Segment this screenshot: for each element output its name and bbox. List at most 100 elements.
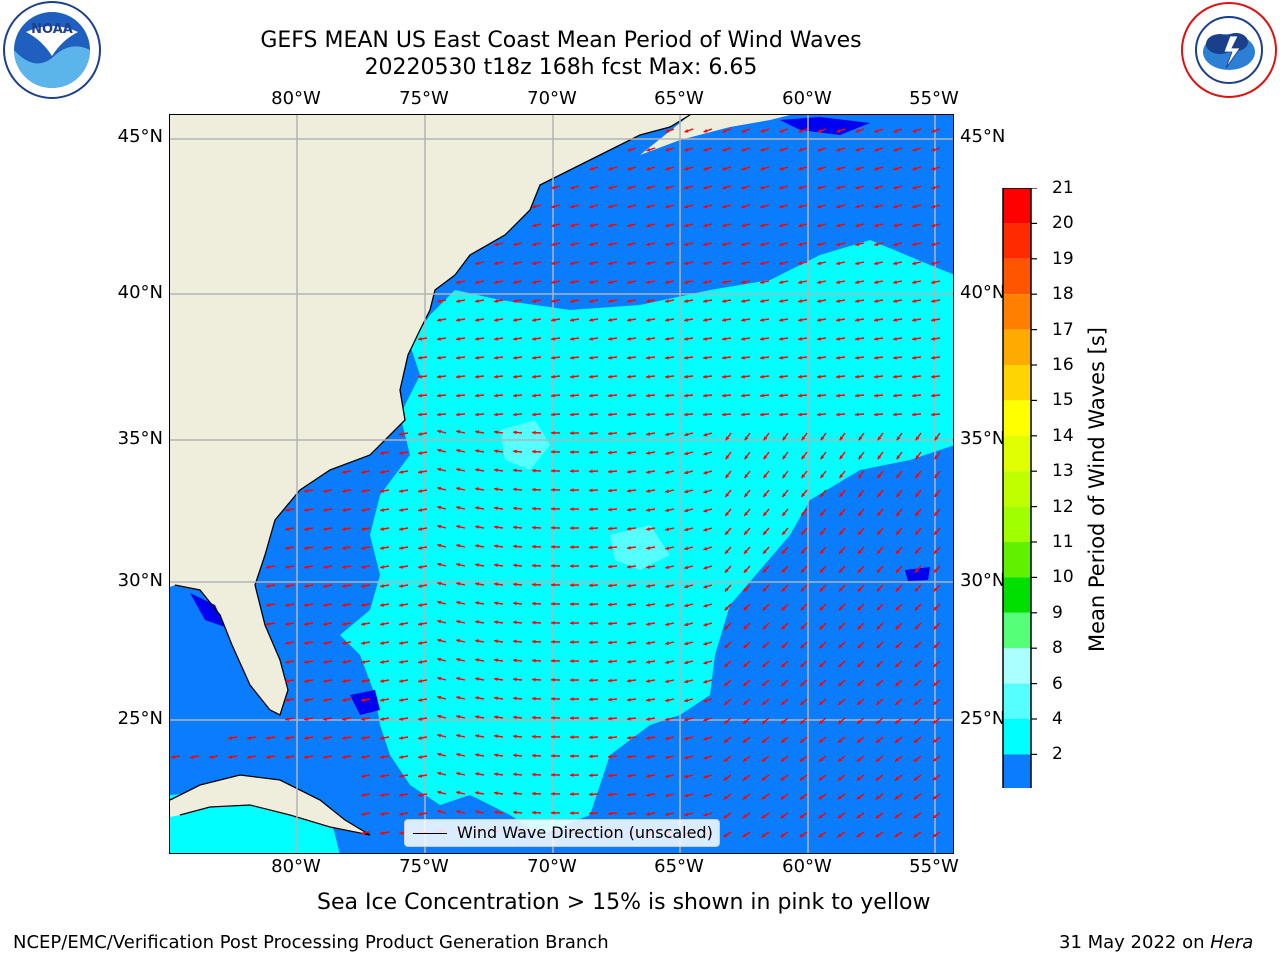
wind-arrow [607,450,618,455]
wind-arrow [855,299,865,303]
wind-arrow [703,717,713,722]
wind-arrow [800,622,808,630]
wind-arrow [608,223,618,228]
wind-arrow [588,545,599,550]
wind-arrow [380,793,390,797]
wind-arrow [838,584,846,593]
wind-arrow [875,812,884,819]
wind-arrow [437,524,447,529]
wind-arrow [588,659,599,664]
wind-arrow [646,261,656,266]
wind-arrow [513,318,523,322]
wind-arrow [607,488,618,493]
wind-arrow [512,734,523,739]
wind-arrow [607,393,618,398]
wind-arrow [665,565,675,570]
wind-arrow [551,242,561,247]
wind-arrow [475,639,485,643]
light-cyan-patch [610,525,670,570]
wind-arrow [456,657,466,662]
wind-arrow [894,660,903,668]
wind-arrow [819,622,827,630]
wind-arrow [285,622,295,626]
wind-arrow [436,374,447,379]
wind-arrow [913,717,922,725]
wind-arrow [437,619,447,624]
wind-arrow [531,336,542,341]
wind-arrow [456,524,466,529]
wind-arrow [838,527,846,536]
wind-arrow [933,641,941,649]
wind-arrow [798,280,808,284]
wind-arrow [913,831,922,838]
wind-arrow [569,564,580,569]
wind-arrow [856,717,865,725]
wind-arrow [798,318,808,322]
wind-arrow [304,603,314,607]
wind-arrow [892,355,903,360]
chart-title: GEFS MEAN US East Coast Mean Period of W… [260,28,862,53]
wind-arrow [741,261,751,266]
wind-arrow [399,489,409,493]
wind-arrow [304,527,314,531]
wind-arrow [607,716,618,721]
wind-arrow [531,791,542,796]
wind-arrow [418,584,428,588]
wind-arrow [456,619,466,624]
wind-arrow [856,698,865,706]
wind-arrow [820,451,827,460]
wind-arrow [874,242,884,247]
wind-arrow [608,204,618,209]
colorbar-tick-label: 16 [1052,355,1074,375]
wind-arrow [895,565,903,574]
wind-arrow [399,470,409,474]
wind-arrow [285,717,295,721]
wind-arrow [703,812,713,817]
wind-arrow [513,280,523,284]
wind-arrow [512,677,523,682]
wind-arrow [646,622,656,626]
wind-arrow [857,527,865,536]
wind-arrow [835,412,846,417]
wind-arrow [646,565,656,569]
wind-arrow [780,774,789,781]
wind-arrow [684,527,694,532]
wind-arrow [703,641,713,646]
wind-arrow [665,793,675,798]
wind-arrow [493,620,504,625]
wind-arrow [741,185,751,190]
wind-arrow [474,393,485,398]
wind-arrow [550,449,561,454]
wind-arrow [608,280,618,284]
wind-arrow [418,660,428,664]
wind-arrow [836,280,846,284]
wind-arrow [874,204,884,209]
wind-arrow [665,242,675,247]
wind-arrow [856,774,865,781]
wind-arrow [892,336,903,341]
wind-arrow [895,622,903,630]
wind-arrow [761,831,770,838]
wind-arrow [570,242,580,247]
wind-arrow [626,583,637,588]
wind-arrow [589,261,599,266]
wind-arrow [531,430,542,435]
wind-arrow [798,204,808,209]
wind-arrow [399,584,409,588]
wind-arrow [893,185,903,190]
wind-arrow [361,698,371,702]
wind-arrow [437,505,447,510]
wind-arrow [876,508,884,517]
wind-arrow [914,622,922,630]
colorbar-swatch [1003,400,1031,436]
wind-arrow [724,622,732,630]
wind-arrow [550,601,561,606]
wind-arrow [418,565,428,569]
wind-arrow [399,641,409,645]
wind-arrow [493,468,504,473]
wind-arrow [531,696,542,701]
wind-arrow [626,716,637,721]
wind-arrow [839,432,846,441]
wind-arrow [418,603,428,607]
wind-arrow [475,734,485,738]
